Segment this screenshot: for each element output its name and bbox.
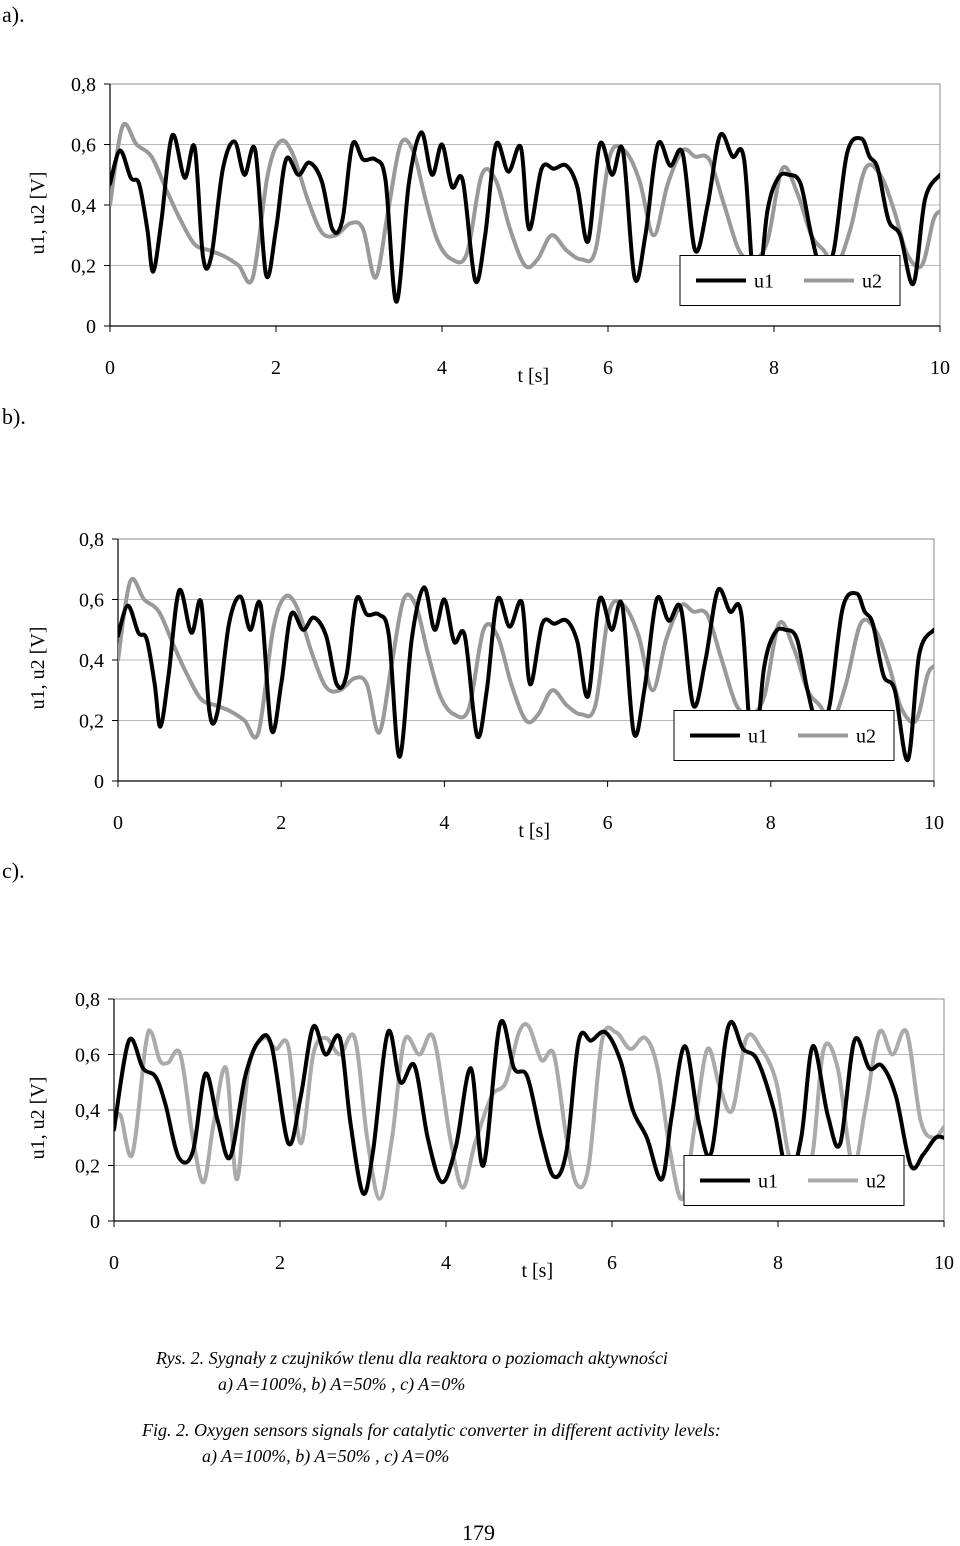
chart-a-y-tick-label: 0,8 [71,74,96,96]
panel-label-a: a). [2,2,25,27]
chart-a-series-u1-line [110,130,940,305]
chart-b-x-tick-label: 4 [439,812,449,834]
chart-b-svg: 0 0,2 0,4 0,6 0,8 0 2 4 6 8 10 t [s] u1, u2 [V] u1 u2 [27,529,944,842]
chart-c-x-tick-label: 8 [773,1252,783,1274]
chart-b-y-tick-label: 0,6 [79,590,104,612]
chart-a-legend: u1 u2 [679,255,901,306]
panel-label-b: b). [2,404,26,429]
chart-b: 0 0,2 0,4 0,6 0,8 0 2 4 6 8 10 t [s] u1, u2 [V] u1 u2 [0,515,960,845]
chart-b-x-tick-label: 6 [603,812,613,834]
panel-label-c: c). [2,858,25,883]
chart-a-x-tick-label: 4 [437,357,447,379]
chart-c-x-tick-label: 2 [275,1252,285,1274]
chart-b-x-tick-label: 10 [924,812,944,834]
chart-a-x-tick-label: 0 [105,357,115,379]
chart-c-y-axis-label: u1, u2 [V] [27,1077,49,1160]
chart-c-y-tick-label: 0,4 [75,1100,100,1122]
chart-c-y-tick-label: 0,8 [75,989,100,1011]
chart-c-y-tick-label: 0,2 [75,1156,100,1178]
caption-en-line1: Fig. 2. Oxygen sensors signals for catal… [142,1420,721,1440]
chart-a: 0 0,2 0,4 0,6 0,8 0 2 4 6 8 10 t [s] u1, u2 [V] u1 u2 [0,60,960,390]
chart-b-y-axis-label: u1, u2 [V] [27,627,49,710]
chart-c-svg: 0 0,2 0,4 0,6 0,8 0 2 4 6 8 10 t [s] u1, u2 [V] u1 u2 [27,989,954,1282]
caption-en-line2: a) A=100%, b) A=50% , c) A=0% [202,1446,450,1466]
caption-pl-line1: Rys. 2. Sygnały z czujników tlenu dla re… [156,1348,668,1368]
chart-b-x-axis-label: t [s] [518,820,550,842]
chart-a-x-tick-label: 6 [603,357,613,379]
chart-b-y-tick-label: 0,2 [79,711,104,733]
chart-a-legend-label-u2: u2 [862,271,882,293]
chart-b-y-tick-label: 0,4 [79,650,104,672]
chart-a-y-tick-label: 0,2 [71,256,96,278]
chart-c-y-tick-label: 0,6 [75,1045,100,1067]
chart-a-legend-label-u1: u1 [754,271,774,293]
chart-c-legend-label-u2: u2 [866,1171,886,1193]
chart-c-series-u1-line [114,1018,944,1196]
chart-a-y-tick-label: 0,6 [71,135,96,157]
chart-a-x-axis-label: t [s] [517,365,549,387]
chart-a-y-axis-label: u1, u2 [V] [27,172,49,255]
chart-b-y-tick-label: 0,8 [79,529,104,551]
chart-a-x-tick-label: 10 [930,357,950,379]
chart-a-y-tick-label: 0 [86,316,96,338]
chart-a-svg: 0 0,2 0,4 0,6 0,8 0 2 4 6 8 10 t [s] u1, u2 [V] u1 u2 [27,74,950,387]
chart-c: 0 0,2 0,4 0,6 0,8 0 2 4 6 8 10 t [s] u1, u2 [V] u1 u2 [0,975,960,1305]
chart-a-y-tick-label: 0,4 [71,195,96,217]
chart-b-x-tick-label: 2 [276,812,286,834]
chart-c-x-axis-label: t [s] [521,1260,553,1282]
chart-b-series-u1-line [118,585,934,762]
chart-b-x-tick-label: 0 [113,812,123,834]
page-number: 179 [462,1520,495,1545]
chart-a-x-tick-label: 2 [271,357,281,379]
chart-c-y-tick-label: 0 [90,1211,100,1233]
chart-c-x-tick-label: 4 [441,1252,451,1274]
chart-b-x-tick-label: 8 [766,812,776,834]
chart-b-legend: u1 u2 [673,710,895,761]
chart-c-x-tick-label: 6 [607,1252,617,1274]
chart-b-legend-label-u2: u2 [856,726,876,748]
chart-a-x-tick-label: 8 [769,357,779,379]
chart-c-x-tick-label: 0 [109,1252,119,1274]
chart-b-legend-label-u1: u1 [748,726,768,748]
chart-b-y-tick-label: 0 [94,771,104,793]
caption-pl-line2: a) A=100%, b) A=50% , c) A=0% [218,1374,466,1394]
chart-c-legend-label-u1: u1 [758,1171,778,1193]
chart-c-legend: u1 u2 [683,1155,905,1206]
chart-c-x-tick-label: 10 [934,1252,954,1274]
